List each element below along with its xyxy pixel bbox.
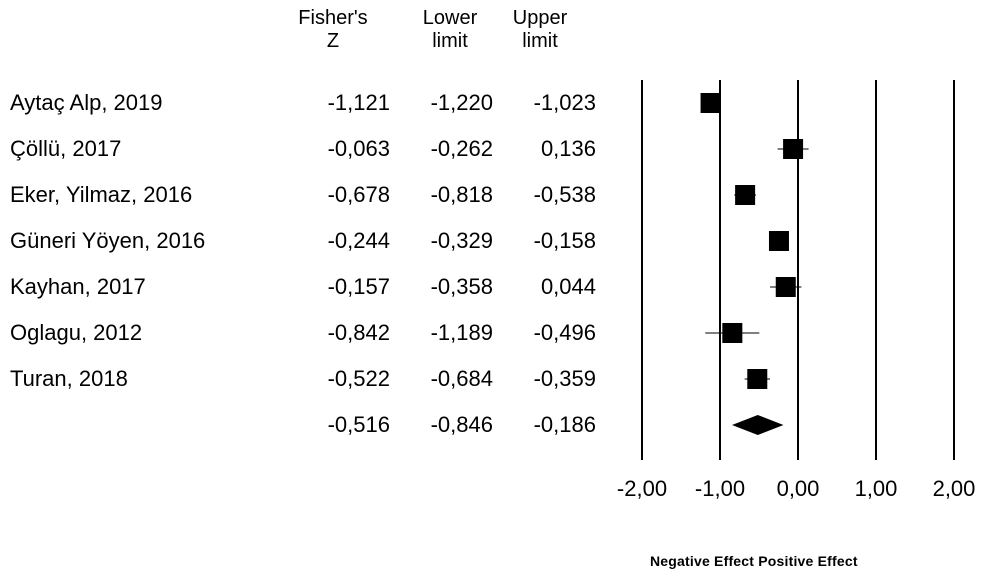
- fisher-z-value: -0,842: [327, 320, 390, 345]
- study-name: Eker, Yilmaz, 2016: [10, 182, 193, 207]
- study-name: Aytaç Alp, 2019: [10, 90, 163, 115]
- point-estimate-marker: [783, 139, 804, 159]
- header-lower-line1: Lower: [422, 7, 478, 29]
- study-name: Oglagu, 2012: [10, 320, 143, 345]
- header-upper-line2: limit: [522, 30, 558, 52]
- lower-limit-value: -0,818: [430, 182, 493, 207]
- lower-limit-value: -0,358: [430, 274, 493, 299]
- upper-limit-value: -0,359: [533, 366, 596, 391]
- x-tick-label: 1,00: [854, 476, 898, 501]
- x-tick-label: -2,00: [616, 476, 668, 501]
- fisher-z-value: -0,063: [327, 136, 390, 161]
- upper-limit-value: 0,136: [540, 136, 596, 161]
- lower-limit-value: -0,684: [430, 366, 493, 391]
- summary-lower-limit-value: -0,846: [430, 412, 493, 437]
- lower-limit-value: -1,189: [430, 320, 493, 345]
- axis-direction-note: Negative Effect Positive Effect: [650, 553, 858, 569]
- point-estimate-marker: [747, 369, 768, 389]
- upper-limit-value: 0,044: [540, 274, 596, 299]
- upper-limit-value: -0,496: [533, 320, 596, 345]
- header-upper-line1: Upper: [512, 7, 568, 29]
- lower-limit-value: -0,262: [430, 136, 493, 161]
- upper-limit-value: -0,538: [533, 182, 596, 207]
- summary-diamond: [732, 415, 784, 435]
- x-tick-label: -1,00: [694, 476, 746, 501]
- x-tick-label: 2,00: [932, 476, 976, 501]
- upper-limit-value: -1,023: [533, 90, 596, 115]
- fisher-z-value: -0,157: [327, 274, 390, 299]
- upper-limit-value: -0,158: [533, 228, 596, 253]
- study-name: Kayhan, 2017: [10, 274, 146, 299]
- point-estimate-marker: [735, 185, 756, 205]
- study-name: Turan, 2018: [10, 366, 128, 391]
- summary-fisher-z-value: -0,516: [327, 412, 390, 437]
- fisher-z-value: -1,121: [327, 90, 390, 115]
- study-name: Çöllü, 2017: [10, 136, 122, 161]
- point-estimate-marker: [768, 231, 789, 251]
- point-estimate-marker: [722, 323, 743, 343]
- fisher-z-value: -0,678: [327, 182, 390, 207]
- header-fisher-z-line2: Z: [326, 30, 340, 52]
- x-tick-label: 0,00: [776, 476, 820, 501]
- point-estimate-marker: [700, 93, 721, 113]
- header-fisher-z-line1: Fisher's: [298, 7, 368, 29]
- header-lower-line2: limit: [432, 30, 468, 52]
- fisher-z-value: -0,522: [327, 366, 390, 391]
- header-lower-limit: Lower limit: [400, 7, 500, 53]
- header-fisher-z: Fisher's Z: [283, 7, 383, 53]
- summary-upper-limit-value: -0,186: [533, 412, 596, 437]
- lower-limit-value: -0,329: [430, 228, 493, 253]
- lower-limit-value: -1,220: [430, 90, 493, 115]
- study-name: Güneri Yöyen, 2016: [10, 228, 206, 253]
- point-estimate-marker: [775, 277, 796, 297]
- fisher-z-value: -0,244: [327, 228, 390, 253]
- header-upper-limit: Upper limit: [500, 7, 580, 53]
